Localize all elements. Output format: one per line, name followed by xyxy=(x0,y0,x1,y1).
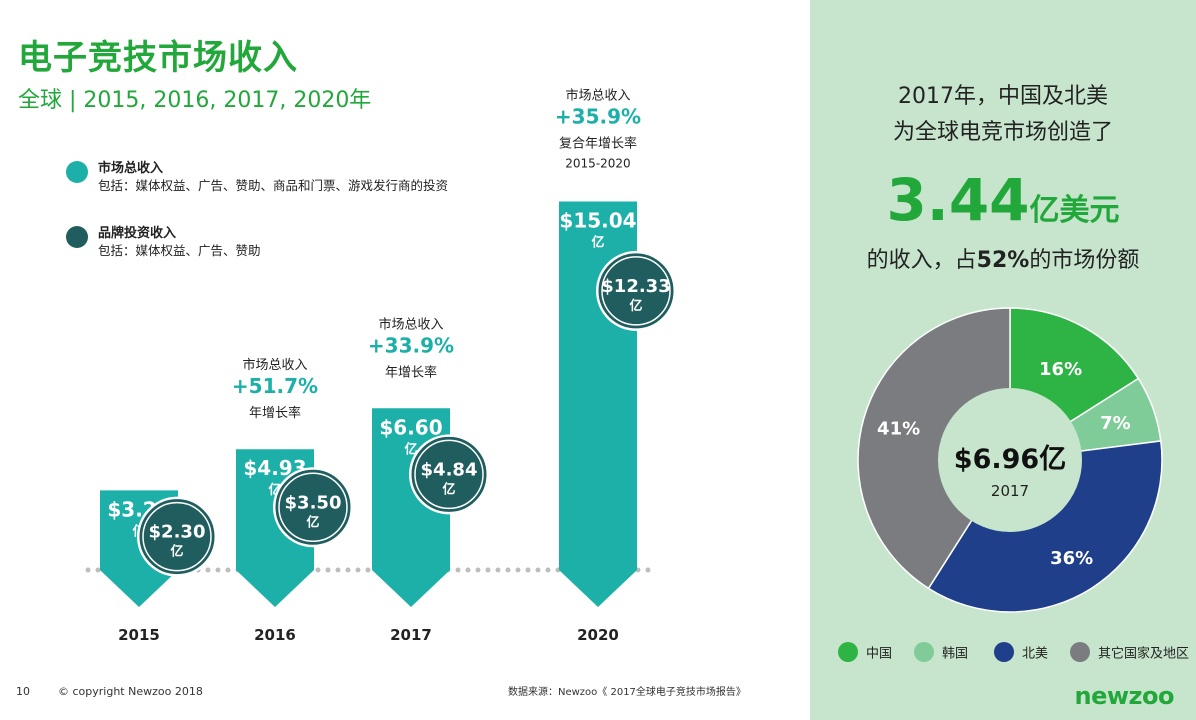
legend-brand-desc: 包括：媒体权益、广告、赞助 xyxy=(98,243,261,258)
revenue-bar-chart: $3.25亿$2.30亿2015$4.93亿$3.50亿2016市场总收入+51… xyxy=(85,87,674,644)
pie-legend-korea: 韩国 xyxy=(914,642,968,666)
brand-value-label-2017: $4.84 xyxy=(421,459,478,480)
page-subtitle: 全球 | 2015, 2016, 2017, 2020年 xyxy=(18,88,372,113)
legend-brand-dot xyxy=(66,226,88,248)
highlight-line-3a: 的收入，占 xyxy=(866,248,977,273)
bar-total-label-2017: $6.60 xyxy=(379,415,442,439)
pie-legend-na-dot xyxy=(994,642,1014,662)
pie-slice-2 xyxy=(927,440,1163,613)
pie-legend-na-label: 北美 xyxy=(1022,646,1049,662)
brand-value-label-2020: $12.33 xyxy=(601,276,670,297)
highlight-line-1: 2017年，中国及北美 xyxy=(898,84,1108,109)
pie-legend-korea-label: 韩国 xyxy=(942,646,969,662)
brand-unit-2020: 亿 xyxy=(629,298,642,314)
growth-caption-2020: 复合年增长率 xyxy=(559,136,637,152)
page-number: 10 xyxy=(16,685,30,698)
brand-circle-inner-ring-2016 xyxy=(278,472,348,542)
year-label-2017: 2017 xyxy=(390,626,432,644)
legend-total-name: 市场总收入 xyxy=(98,161,164,176)
brand-unit-2017: 亿 xyxy=(442,481,455,497)
brand-circle-inner-ring-2020 xyxy=(601,256,671,326)
brand-circle-2015 xyxy=(139,499,215,575)
pie-legend-na: 北美 xyxy=(994,642,1048,666)
pie-legend-china: 中国 xyxy=(838,642,892,666)
brand-circle-2016 xyxy=(275,469,351,545)
pie-center-value: $6.96亿 xyxy=(954,444,1066,475)
growth-rate-2016: +51.7% xyxy=(232,374,318,398)
highlight-line-3: 的收入，占52%的市场份额 xyxy=(810,242,1196,274)
legend-total-dot xyxy=(66,161,88,183)
copyright: © copyright Newzoo 2018 xyxy=(58,685,203,698)
region-pie-chart: 16% 7% 36% 41% $6.96亿 2017 xyxy=(857,307,1163,613)
pie-center-year: 2017 xyxy=(991,482,1029,500)
year-label-2020: 2020 xyxy=(577,626,619,644)
bar-total-unit-2020: 亿 xyxy=(591,235,604,251)
pie-slice-label-2: 36% xyxy=(1050,548,1093,569)
right-panel: 2017年，中国及北美 为全球电竞市场创造了 3.44亿美元 的收入，占52%的… xyxy=(810,0,1196,720)
highlight-line-3c: 的市场份额 xyxy=(1029,248,1140,273)
growth-title-2020: 市场总收入 xyxy=(565,88,630,104)
growth-rate-2017: +33.9% xyxy=(368,333,454,357)
data-source: 数据来源：Newzoo《 2017全球电子竞技市场报告》 xyxy=(508,687,746,698)
growth-rate-2020: +35.9% xyxy=(555,105,641,129)
newzoo-logo: newzoo xyxy=(1074,682,1175,710)
highlight-number: 3.44 xyxy=(886,166,1030,234)
pie-slice-label-1: 7% xyxy=(1100,413,1131,434)
legend-total-desc: 包括：媒体权益、广告、赞助、商品和门票、游戏发行商的投资 xyxy=(98,178,449,193)
pie-legend-other: 其它国家及地区 xyxy=(1070,642,1189,666)
bar-total-unit-2017: 亿 xyxy=(404,441,417,457)
growth-title-2017: 市场总收入 xyxy=(378,316,443,332)
growth-period-2020: 2015-2020 xyxy=(565,157,630,171)
pie-legend-china-dot xyxy=(838,642,858,662)
highlight-line-2: 为全球电竞市场创造了 xyxy=(892,120,1113,145)
pie-legend-china-label: 中国 xyxy=(866,646,893,662)
brand-value-label-2016: $3.50 xyxy=(285,492,342,513)
brand-unit-2016: 亿 xyxy=(306,514,319,530)
highlight-unit: 亿美元 xyxy=(1029,193,1120,228)
brand-value-label-2015: $2.30 xyxy=(149,522,206,543)
growth-caption-2017: 年增长率 xyxy=(385,364,437,380)
year-label-2016: 2016 xyxy=(254,626,296,644)
brand-circle-inner-ring-2015 xyxy=(142,501,212,572)
left-panel: 电子竞技市场收入 全球 | 2015, 2016, 2017, 2020年 市场… xyxy=(16,38,746,698)
pie-slice-label-0: 16% xyxy=(1039,359,1082,380)
year-label-2015: 2015 xyxy=(118,626,160,644)
pie-legend-other-dot xyxy=(1070,642,1090,662)
brand-circle-inner-ring-2017 xyxy=(414,439,484,510)
brand-circle-2020 xyxy=(598,253,674,329)
highlight-share: 52% xyxy=(976,248,1030,273)
page-title: 电子竞技市场收入 xyxy=(18,38,298,78)
bar-total-label-2020: $15.04 xyxy=(559,209,636,233)
pie-slice-label-3: 41% xyxy=(877,419,920,440)
donut-hole xyxy=(938,388,1082,532)
brand-circle-2017 xyxy=(411,436,487,512)
highlight-figure: 3.44亿美元 xyxy=(810,166,1196,234)
growth-title-2016: 市场总收入 xyxy=(242,357,307,373)
brand-unit-2015: 亿 xyxy=(170,544,183,560)
legend-brand-name: 品牌投资收入 xyxy=(98,226,177,241)
pie-legend-other-label: 其它国家及地区 xyxy=(1098,646,1190,662)
pie-legend-korea-dot xyxy=(914,642,934,662)
growth-caption-2016: 年增长率 xyxy=(249,405,301,421)
